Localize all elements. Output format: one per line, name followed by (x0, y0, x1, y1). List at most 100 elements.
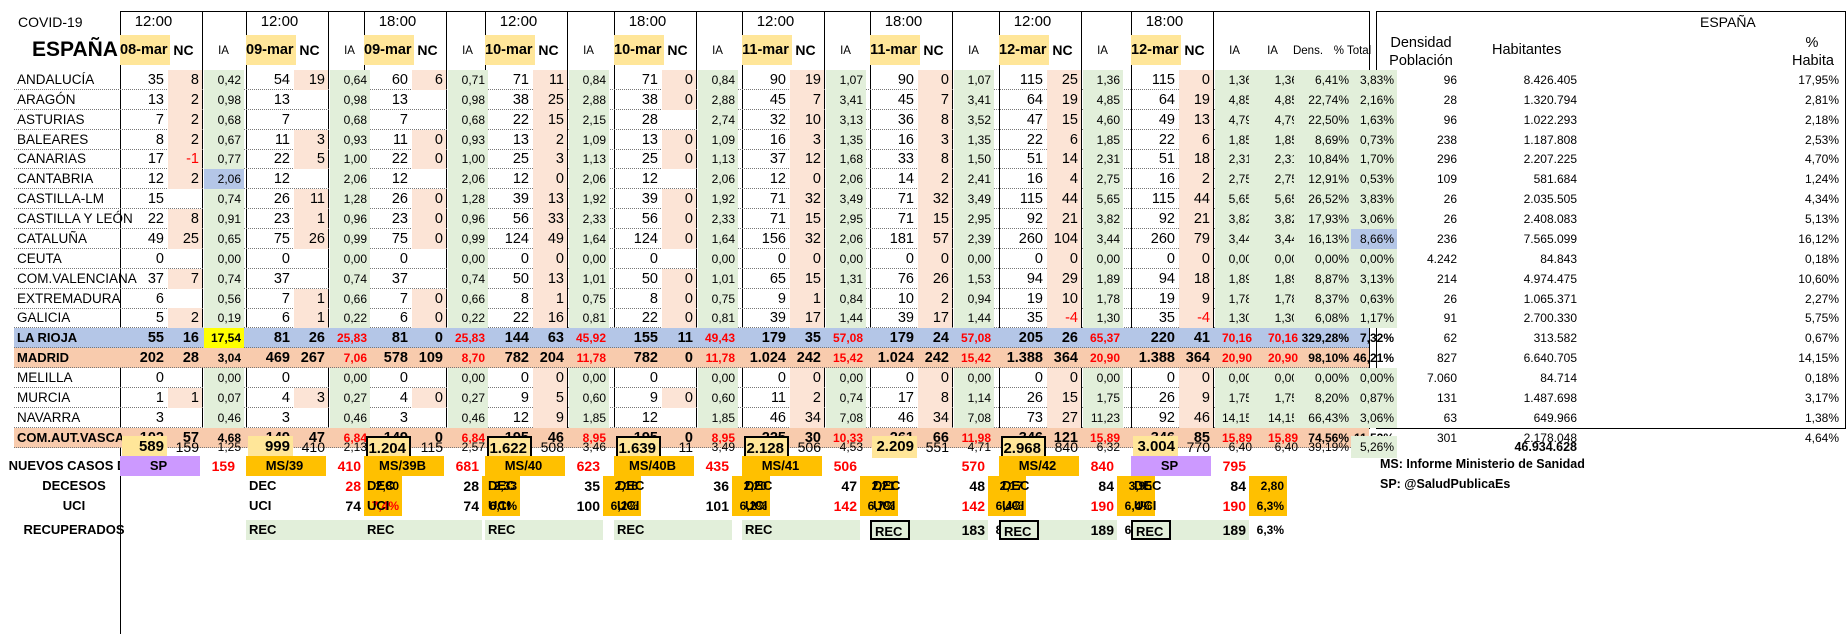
new-cases-value: 3 (294, 388, 328, 408)
total-cases: 2.128 (744, 436, 789, 458)
cases-value: 12 (641, 171, 658, 187)
cases-value: 7 (399, 291, 408, 307)
cases-value: 0 (281, 370, 290, 386)
total-pct-value: 0,63% (1351, 289, 1397, 309)
cases-value: 115 (1151, 72, 1175, 88)
region-name: ASTURIAS (17, 112, 85, 127)
cases-value: 71 (769, 191, 786, 207)
cases-value: 6 (155, 291, 164, 307)
top-border (120, 11, 1370, 12)
incidence-value: 0,00 (698, 249, 738, 269)
incidence-value: 3,49 (954, 189, 994, 209)
region-name: MELILLA (17, 370, 73, 385)
right-header-pct: % Habita (1792, 35, 1834, 69)
new-cases-value (412, 249, 446, 269)
deaths-tag: DEC (488, 478, 516, 493)
incidence-value: 57,08 (960, 331, 991, 345)
cases-value: 13 (273, 92, 290, 108)
new-cases-value: 0 (662, 209, 696, 229)
right-pct-value: 5,75% (1804, 311, 1839, 325)
cases-value: 92 (1158, 211, 1175, 227)
cases-value: 782 (633, 350, 658, 366)
incidence-value: 0,00 (448, 249, 488, 269)
incidence-value: 0,94 (954, 289, 994, 309)
new-cases-value: 2 (168, 90, 202, 110)
incidence-value: 1,14 (954, 388, 994, 408)
incidence-value: 0,77 (204, 149, 244, 169)
new-cases-value: 0 (684, 350, 693, 366)
recovered-value (654, 520, 732, 540)
incidence-value: 2,06 (330, 169, 370, 189)
right-pct-value: 2,18% (1804, 113, 1839, 127)
cases-value: 22 (512, 310, 529, 326)
incidence-value: 57,08 (832, 331, 863, 345)
new-cases-value: 0 (1179, 249, 1213, 269)
right-pct-value: 4,34% (1804, 192, 1839, 206)
new-cases-value: 242 (924, 350, 949, 366)
incidence-value: 1,30 (1083, 308, 1123, 328)
icu-tag: UCI (745, 498, 768, 513)
incidence-value: 0,75 (698, 289, 738, 309)
new-cases-count: 159 (211, 458, 235, 474)
new-cases-value: 204 (539, 350, 564, 366)
cases-value: 37 (147, 271, 164, 287)
incidence-value: 1,92 (569, 189, 609, 209)
new-cases-value: 0 (1047, 368, 1081, 388)
row-divider (14, 447, 1369, 448)
snapshot-time: 12:00 (260, 13, 299, 30)
icu-value: 190 (1222, 498, 1246, 514)
cases-value: 92 (1026, 211, 1043, 227)
new-cases-value: 1 (790, 289, 824, 309)
new-cases-value: 2 (168, 110, 202, 130)
incidence-value: 4,85 (1215, 90, 1255, 110)
new-cases-value: 46 (547, 430, 564, 446)
new-cases-value (412, 368, 446, 388)
total-pct-value: 3,83% (1351, 189, 1397, 209)
incidence-value: 0,00 (204, 368, 244, 388)
density-pct-value: 74,56% (1308, 431, 1349, 445)
incidence-value: 1,50 (954, 149, 994, 169)
cases-value: 578 (383, 350, 408, 366)
icu-value: 74 (345, 498, 361, 514)
cases-value: 202 (139, 350, 164, 366)
total-incidence: 1,25 (217, 440, 241, 454)
cases-value: 22 (273, 151, 290, 167)
incidence-value: 1,92 (698, 189, 738, 209)
new-cases-value: 0 (533, 249, 567, 269)
incidence-value: 0,22 (330, 308, 370, 328)
icu-value: 142 (961, 498, 985, 514)
new-cases-value: 3 (533, 149, 567, 169)
density-pct-value: 8,69% (1294, 130, 1352, 150)
cases-value: 12 (512, 171, 529, 187)
extra-ia-value: 1,75 (1249, 388, 1301, 408)
right-density-value: 91 (1443, 311, 1457, 325)
snapshot-nc-header: NC (538, 42, 559, 58)
incidence-value: 0,68 (448, 110, 488, 130)
total-extra-ia: 6,40 (1274, 440, 1298, 454)
total-pct-value: 46,21% (1353, 351, 1394, 365)
cases-value: 19 (1026, 291, 1043, 307)
new-cases-value: 10 (1047, 289, 1081, 309)
row-divider (14, 427, 1369, 428)
new-cases-value: 0 (662, 388, 696, 408)
new-cases-value (412, 90, 446, 110)
right-pct-value: 3,17% (1804, 391, 1839, 405)
new-cases-value: 34 (918, 408, 952, 428)
cases-value: 0 (777, 370, 786, 386)
row-divider (14, 387, 1369, 388)
right-pct-value: 16,12% (1798, 232, 1839, 246)
new-cases-value: 364 (1185, 350, 1210, 366)
incidence-value: 1,78 (1215, 289, 1255, 309)
recovered-value: 183 (910, 520, 988, 540)
new-cases-value: 1 (294, 308, 328, 328)
cases-value: 90 (769, 72, 786, 88)
total-incidence: 2,13 (343, 440, 367, 454)
deaths-tag: DEC (873, 478, 901, 493)
incidence-value: 0,84 (826, 289, 866, 309)
new-cases-value: 0 (412, 189, 446, 209)
group-left-line-4 (614, 11, 615, 429)
total-new-cases: 551 (925, 439, 949, 455)
incidence-value: 2,39 (954, 229, 994, 249)
recovered-value (525, 520, 603, 540)
incidence-value: 1,09 (569, 130, 609, 150)
